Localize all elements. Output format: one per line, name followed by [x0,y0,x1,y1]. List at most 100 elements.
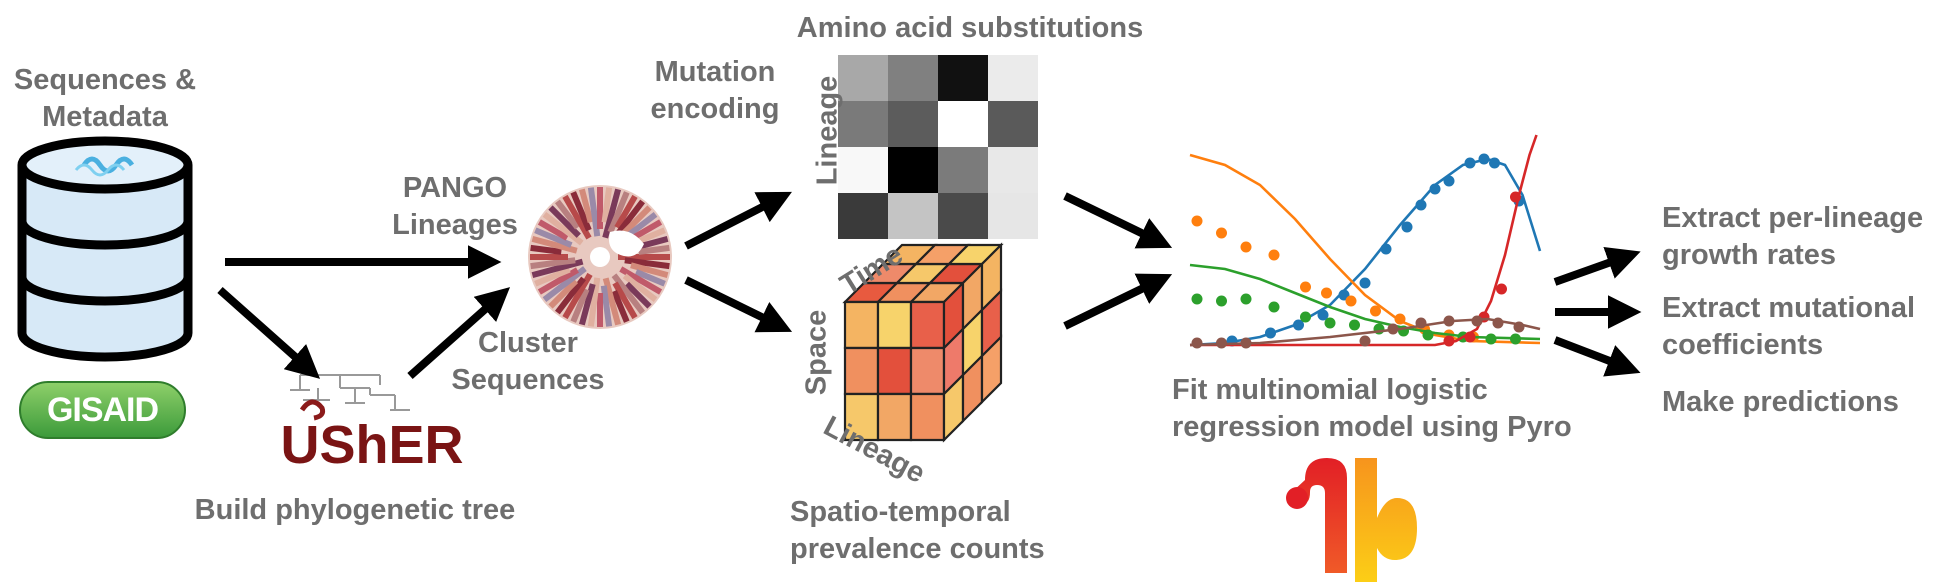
model-point [1443,175,1455,187]
cube-side-cell [980,334,1003,405]
arrow-cluster-to-cube [684,276,793,333]
heatmap-cell [988,193,1038,239]
phylo-branch [578,283,596,326]
model-point [1349,319,1360,331]
heatmap-cell [938,101,988,147]
phylo-branch [531,235,578,254]
model-point [1191,337,1203,349]
phylo-branch [570,288,590,323]
arrow-db-to-usher [217,287,321,379]
phylo-branch [602,277,622,326]
build-tree-label: Build phylogenetic tree [194,494,516,526]
pyro-logo [1286,458,1417,582]
model-point [1345,295,1357,307]
database-icon [17,136,193,362]
model-point [1240,241,1252,253]
model-point [1443,315,1455,327]
phylo-branch [614,194,638,230]
phylo-branch [611,290,630,323]
model-point [1422,329,1434,341]
model-point [1240,337,1252,349]
model-point [1216,337,1227,349]
substitution-heatmap [838,55,1038,239]
prevalence-cube [842,242,1004,443]
phylo-branch [531,258,584,279]
model-curve [1189,263,1541,341]
model-point [1464,331,1476,343]
model-point [1359,335,1371,347]
usher-tree-icon [290,374,410,421]
model-point [1471,315,1483,327]
phylo-branch [624,281,652,309]
model-point [1510,333,1521,345]
cube-front-cell [909,346,946,396]
heatmap-title: Amino acid substitutions [796,12,1144,44]
heatmap-cell [938,147,988,193]
prevalence-label: Spatio-temporal prevalence counts [790,496,1045,565]
cluster-label: Cluster Sequences [451,327,605,396]
model-point [1268,301,1280,313]
model-point [1300,311,1311,323]
model-point [1401,221,1413,233]
model-label: Fit multinomial logistic regression mode… [1172,374,1572,443]
model-point [1492,317,1504,329]
cube-front-cell [843,346,880,396]
phylo-branch [630,262,669,279]
phylo-branch [600,285,613,327]
heatmap-cell [988,147,1038,193]
cube-front-cell [876,392,913,442]
model-fit-plot [1189,134,1542,349]
model-point [1380,243,1392,255]
output-mutational-coefficients: Extract mutational coefficients [1662,292,1915,361]
arrow-model-to-predict [1553,336,1641,377]
model-point [1240,293,1252,305]
arrow-cluster-to-heatmap [684,191,792,250]
arrow-model-to-growth [1553,246,1641,286]
phylo-branch [587,277,601,327]
model-point [1321,287,1332,299]
model-point [1387,323,1399,335]
heatmap-cell [838,101,888,147]
model-point [1485,333,1497,345]
phylo-branch [634,269,666,287]
sequences-label: Sequences & Metadata [13,64,197,133]
model-point [1324,317,1336,329]
pango-label: PANGO Lineages [392,172,518,241]
phylo-branch [607,191,630,234]
model-point [1265,327,1276,339]
phylo-branch [578,188,594,224]
phylo-branch [548,205,581,238]
model-point [1216,227,1227,239]
phylo-branch [622,273,658,302]
heatmap-cell [938,193,988,239]
model-point [1394,313,1406,325]
phylo-branch [542,266,587,302]
heatmap-cell [888,101,938,147]
phylo-branch [612,281,638,320]
model-point [1510,191,1521,203]
model-point [1429,183,1441,195]
phylo-branch [537,267,579,295]
phylo-highlight [609,230,644,257]
phylo-branch [611,273,645,315]
output-predictions: Make predictions [1662,386,1899,418]
arrow-cube-to-model [1063,273,1173,330]
cube-axis-space: Space [800,309,833,396]
heatmap-cell [938,55,988,101]
phylo-branch [562,272,593,320]
model-point [1370,305,1381,317]
model-point [1191,215,1203,227]
mutation-encoding-label: Mutation encoding [650,56,780,125]
arrow-usher-to-cluster [407,287,511,379]
model-point [1191,293,1203,305]
phylo-branch [624,257,670,270]
cube-front-cell [909,392,946,442]
phylo-branch [534,266,571,287]
model-point [1478,153,1490,165]
heatmap-cell [838,147,888,193]
phylo-branch [638,244,670,255]
output-growth-rates: Extract per-lineage growth rates [1662,202,1924,271]
heatmap-cell [888,193,938,239]
phylo-branch [601,187,613,223]
